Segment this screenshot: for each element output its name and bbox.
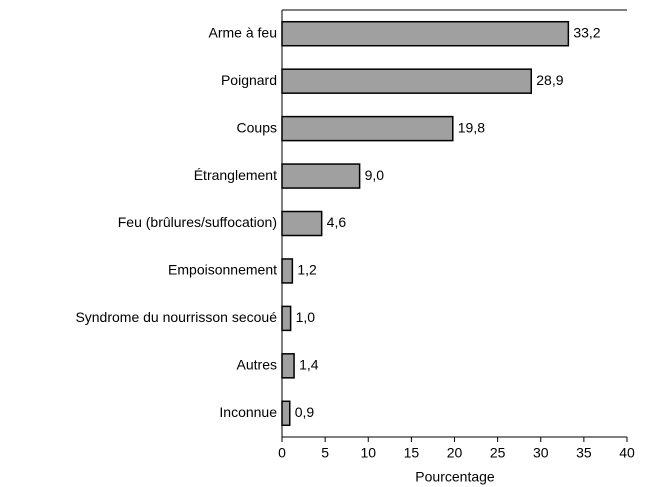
y-tick-label: Syndrome du nourrisson secoué <box>75 309 277 325</box>
x-tick-label: 35 <box>576 445 592 461</box>
x-tick-label: 40 <box>619 445 635 461</box>
y-tick-label: Inconnue <box>219 404 277 420</box>
x-tick-label: 30 <box>533 445 549 461</box>
value-label: 28,9 <box>536 72 563 88</box>
value-label: 1,0 <box>296 309 316 325</box>
y-tick-label: Empoisonnement <box>168 262 277 278</box>
x-tick-label: 25 <box>490 445 506 461</box>
x-axis-label: Pourcentage <box>415 469 495 485</box>
y-tick-label: Arme à feu <box>209 24 277 40</box>
bar <box>281 305 292 332</box>
y-tick-label: Poignard <box>221 72 277 88</box>
value-label: 1,4 <box>299 357 319 373</box>
value-label: 1,2 <box>297 262 317 278</box>
y-tick-label: Autres <box>237 357 277 373</box>
y-tick-label: Coups <box>237 119 277 135</box>
x-tick-label: 20 <box>447 445 463 461</box>
value-label: 4,6 <box>327 214 347 230</box>
bar <box>281 20 570 47</box>
bar <box>281 353 295 379</box>
x-tick-label: 10 <box>360 445 376 461</box>
x-tick-label: 0 <box>278 445 286 461</box>
value-label: 19,8 <box>458 119 485 135</box>
bar <box>281 68 533 94</box>
value-label: 33,2 <box>573 24 600 40</box>
y-tick-label: Feu (brûlures/suffocation) <box>118 214 277 230</box>
bar <box>281 115 454 142</box>
value-label: 0,9 <box>295 404 315 420</box>
bar <box>281 258 294 284</box>
value-label: 9,0 <box>365 167 385 183</box>
x-tick-label: 5 <box>321 445 329 461</box>
y-tick-label: Étranglement <box>194 167 277 183</box>
bar <box>281 163 361 189</box>
x-tick-label: 15 <box>404 445 420 461</box>
bar <box>281 400 291 427</box>
bar <box>281 210 323 237</box>
